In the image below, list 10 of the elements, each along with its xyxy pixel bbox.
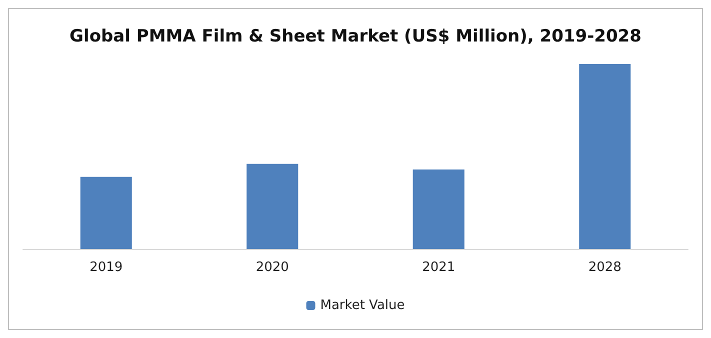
bar: [579, 64, 631, 249]
legend-label: Market Value: [320, 298, 405, 313]
x-tick-label: 2020: [256, 260, 289, 275]
bar: [80, 176, 132, 249]
chart-title: Global PMMA Film & Sheet Market (US$ Million), 2019-2028: [70, 26, 642, 46]
bar: [412, 169, 464, 249]
x-tick-label: 2021: [422, 260, 456, 275]
bar: [246, 164, 298, 249]
x-tick-label: 2019: [90, 260, 123, 275]
x-tick-label: 2028: [588, 260, 622, 275]
